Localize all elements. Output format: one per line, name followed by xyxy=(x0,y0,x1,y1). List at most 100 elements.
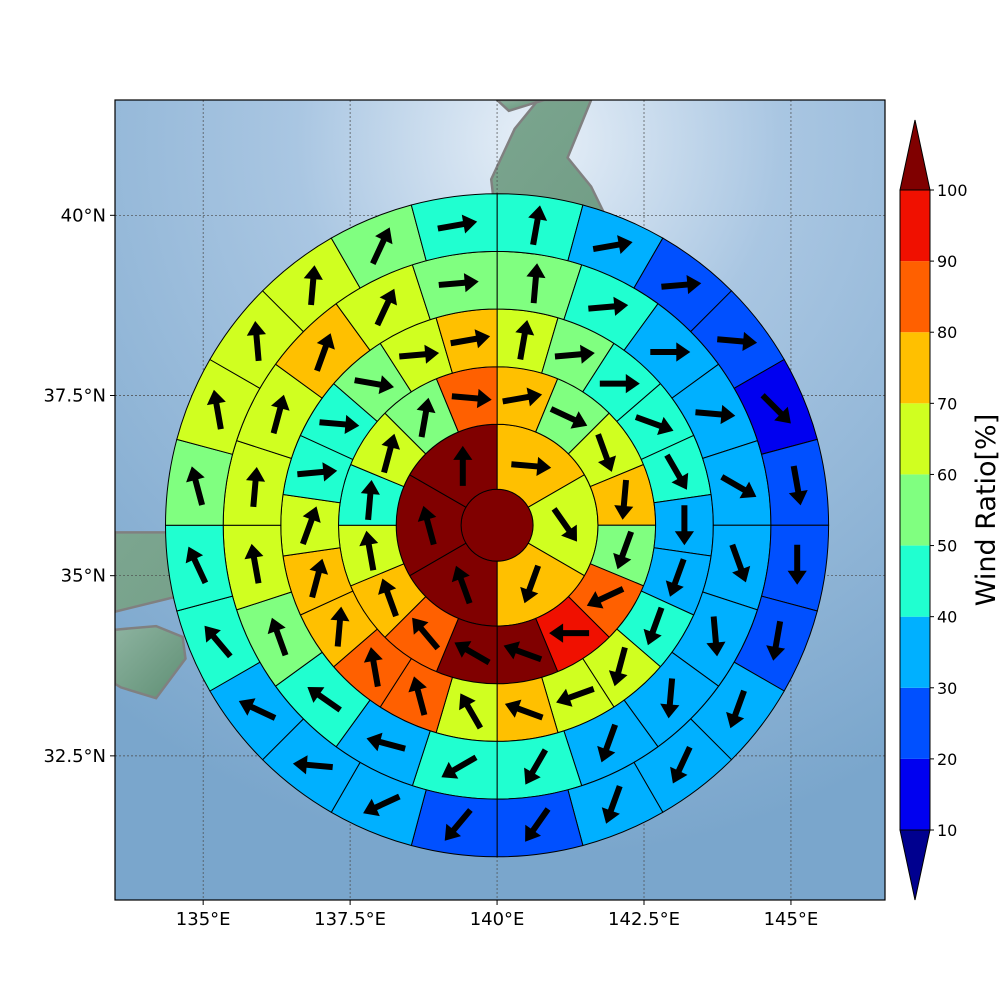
colorbar-tick-label: 90 xyxy=(937,252,957,271)
lat-tick-label: 37.5°N xyxy=(43,385,106,406)
lat-tick-label: 32.5°N xyxy=(43,746,106,767)
wind-arrow xyxy=(360,480,380,521)
colorbar-bin xyxy=(900,190,930,262)
wind-arrow xyxy=(614,479,634,520)
wind-arrow xyxy=(661,275,702,295)
wind-arrow xyxy=(665,558,687,597)
wind-arrow xyxy=(720,474,757,499)
wind-arrow xyxy=(592,235,633,254)
wind-arrow xyxy=(511,456,552,476)
wind-arrow xyxy=(613,530,634,570)
wind-arrow xyxy=(634,414,674,435)
colorbar-tick-label: 60 xyxy=(937,465,957,484)
wind-arrow xyxy=(297,462,338,482)
colorbar-tick-label: 10 xyxy=(937,821,957,840)
axes-frame xyxy=(114,99,886,901)
wind-arrow xyxy=(695,404,736,425)
wind-arrow xyxy=(366,732,406,752)
wind-arrow xyxy=(526,263,546,304)
wind-arrow xyxy=(549,623,590,643)
wind-arrow xyxy=(437,214,478,234)
wind-arrow xyxy=(504,699,544,721)
wind-arrow xyxy=(244,543,264,584)
wind-arrow xyxy=(528,205,548,246)
colorbar-bin xyxy=(900,758,930,830)
wind-arrow xyxy=(330,606,350,647)
shikoku-landmass xyxy=(115,624,187,700)
wind-arrow xyxy=(412,617,441,651)
wind-arrow xyxy=(319,414,360,434)
wind-arrow xyxy=(729,543,751,583)
wind-arrow xyxy=(246,321,266,362)
wind-arrow xyxy=(300,506,321,545)
wind-arrow xyxy=(788,465,808,506)
latitude-ticks: 32.5°N 35°N 37.5°N 40°N xyxy=(43,205,115,767)
colorbar-label: Wind Ratio[%] xyxy=(971,414,1000,606)
colorbar-tick-label: 40 xyxy=(937,608,957,627)
wind-arrow xyxy=(359,530,379,571)
colorbar-tick-label: 80 xyxy=(937,323,957,342)
map-axes: 135°E 137.5°E 140°E 142.5°E 145°E 32.5°N 35°N… xyxy=(43,99,886,930)
lon-tick-label: 142.5°E xyxy=(608,909,680,930)
colorbar-bin xyxy=(900,261,930,333)
lon-tick-label: 145°E xyxy=(764,909,819,930)
wind-arrow xyxy=(556,686,595,707)
wind-arrow xyxy=(292,755,333,775)
wind-arrow xyxy=(399,344,440,364)
wind-arrow xyxy=(549,406,588,429)
wind-arrow xyxy=(601,785,623,824)
wind-arrow xyxy=(453,445,473,486)
wind-arrow xyxy=(520,564,541,604)
lon-tick-label: 135°E xyxy=(176,909,231,930)
wind-arrow xyxy=(595,433,616,472)
wind-arrow xyxy=(726,689,747,729)
lon-tick-label: 140°E xyxy=(470,909,525,930)
wind-arrow xyxy=(204,625,233,659)
wind-arrow xyxy=(515,320,535,360)
colorbar-bin xyxy=(900,474,930,546)
wind-arrow xyxy=(717,331,758,351)
wind-arrow xyxy=(378,578,399,618)
colorbar-extend-min xyxy=(899,829,931,901)
wind-arrow xyxy=(525,807,551,842)
wind-arrow xyxy=(186,466,205,506)
wind-arrow xyxy=(354,375,394,395)
wind-arrow xyxy=(307,687,342,713)
colorbar-tick-label: 100 xyxy=(937,181,968,200)
wind-arrow xyxy=(363,647,383,688)
wind-arrow xyxy=(599,374,640,394)
colorbar-tick-label: 70 xyxy=(937,394,957,413)
wind-arrow xyxy=(381,433,400,474)
wind-arrow xyxy=(706,616,726,657)
wind-arrow xyxy=(185,546,209,585)
wind-arrow xyxy=(597,723,618,763)
wind-arrow xyxy=(524,748,548,785)
wind-arrow xyxy=(450,329,491,349)
wind-arrow xyxy=(670,746,693,784)
hokkaido-landmass xyxy=(495,100,545,113)
wind-arrow xyxy=(416,397,436,438)
wind-arrow xyxy=(363,793,401,817)
wind-arrow xyxy=(441,754,478,779)
ratio-wedge xyxy=(496,193,584,262)
colorbar-bin xyxy=(900,403,930,475)
wind-arrow xyxy=(608,646,628,687)
wind-arrow xyxy=(206,389,226,430)
wind-direction-arrows xyxy=(185,205,808,842)
wind-arrow xyxy=(554,344,595,364)
wind-arrow xyxy=(650,342,691,362)
wind-arrow xyxy=(454,641,491,666)
wind-arrow xyxy=(314,333,335,372)
wind-arrow xyxy=(760,393,791,424)
wind-arrow xyxy=(374,288,397,327)
colorbar-extend-max xyxy=(899,119,931,191)
wind-arrow xyxy=(664,453,689,490)
wind-arrow xyxy=(503,641,543,663)
colorbar-frame xyxy=(899,189,931,831)
wind-arrow xyxy=(270,394,290,435)
wind-arrow xyxy=(309,558,329,599)
colorbar-bin xyxy=(900,332,930,404)
wind-arrow xyxy=(674,505,694,546)
wind-ratio-wedges xyxy=(164,193,830,858)
